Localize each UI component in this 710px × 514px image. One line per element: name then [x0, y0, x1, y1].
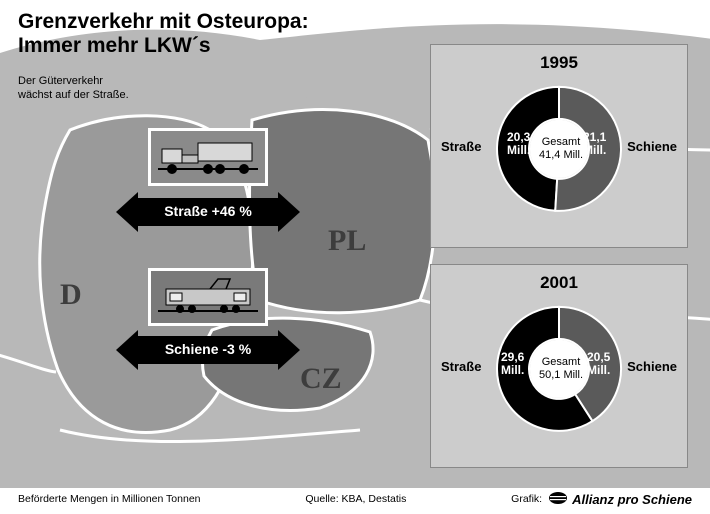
chart2-right-label: Schiene — [627, 359, 677, 374]
infographic-canvas: { "title": { "line1": "Grenzverkehr mit … — [0, 0, 710, 514]
subtitle-line2: wächst auf der Straße. — [18, 88, 129, 102]
chart2-slice-rail-label: 20,5Mill. — [587, 351, 610, 377]
chart1-slice-road-label: 20,3Mill. — [507, 131, 530, 157]
footer-grafik-prefix: Grafik: — [511, 493, 542, 505]
chart1-center-label: Gesamt41,4 Mill. — [535, 136, 587, 162]
chart2-center-label: Gesamt50,1 Mill. — [535, 356, 587, 382]
chart-year-2001: 2001 — [431, 273, 687, 293]
train-icon-box — [148, 268, 268, 326]
chart2-left-label: Straße — [441, 359, 481, 374]
footer-left: Beförderte Mengen in Millionen Tonnen — [18, 493, 201, 505]
chart-panel-2001: 2001 Straße Schiene 29,6Mill. 20,5Mill. … — [430, 264, 688, 468]
country-label-d: D — [60, 278, 82, 312]
brand-logo-icon — [548, 491, 568, 508]
road-arrow-label: Straße +46 % — [138, 203, 278, 219]
footer-source: Quelle: KBA, Destatis — [305, 493, 406, 505]
subtitle-line1: Der Güterverkehr — [18, 74, 129, 88]
country-label-cz: CZ — [300, 362, 342, 396]
chart2-slice-road-label: 29,6Mill. — [501, 351, 524, 377]
chart1-left-label: Straße — [441, 139, 481, 154]
chart1-right-label: Schiene — [627, 139, 677, 154]
truck-icon — [158, 135, 258, 179]
footer-bar: Beförderte Mengen in Millionen Tonnen Qu… — [0, 488, 710, 510]
chart-year-1995: 1995 — [431, 53, 687, 73]
chart-panel-1995: 1995 Straße Schiene 20,3Mill. 21,1Mill. … — [430, 44, 688, 248]
rail-arrow-label: Schiene -3 % — [138, 341, 278, 357]
truck-icon-box — [148, 128, 268, 186]
subtitle-block: Der Güterverkehr wächst auf der Straße. — [18, 74, 129, 103]
title-block: Grenzverkehr mit Osteuropa: Immer mehr L… — [18, 10, 309, 58]
train-icon — [158, 275, 258, 319]
title-line1: Grenzverkehr mit Osteuropa: — [18, 10, 309, 34]
country-label-pl: PL — [328, 224, 366, 258]
title-line2: Immer mehr LKW´s — [18, 34, 309, 58]
footer-brand: Allianz pro Schiene — [572, 492, 692, 507]
